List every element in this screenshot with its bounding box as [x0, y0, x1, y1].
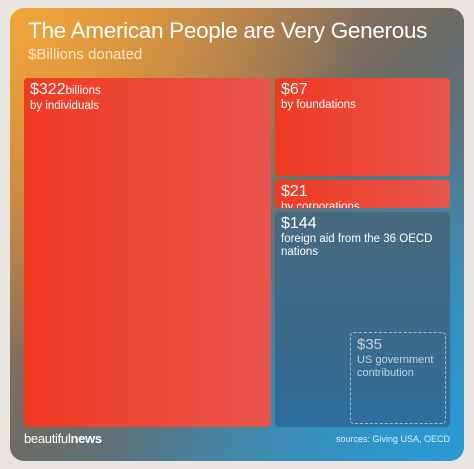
tile-amount: $144	[281, 215, 444, 233]
tile-description: foreign aid from the 36 OECD nations	[281, 233, 433, 258]
treemap-tile-foundations: $67 by foundations	[275, 78, 450, 176]
chart-subtitle: $Billions donated	[28, 46, 143, 63]
tile-amount: $35	[357, 336, 439, 354]
treemap-tile-us-government: $35 US government contribution	[350, 332, 446, 424]
treemap-tile-foreign-aid: $144 foreign aid from the 36 OECD nations	[275, 212, 450, 427]
chart-title: The American People are Very Generous	[28, 18, 428, 43]
tile-amount-value: $144	[281, 215, 317, 232]
tile-amount-value: $67	[281, 81, 308, 98]
tile-description: US government contribution	[357, 354, 434, 379]
tile-description: by individuals	[30, 100, 100, 112]
tile-amount: $67	[281, 81, 444, 99]
tile-amount-value: $322	[30, 81, 66, 98]
tile-description: by corporations	[281, 201, 360, 208]
tile-amount-value: $21	[281, 183, 308, 200]
sources-note: sources: Giving USA, OECD	[335, 434, 450, 444]
tile-amount-unit: billions	[65, 85, 101, 97]
tile-amount: $322billions	[30, 81, 265, 100]
treemap-tile-corporations: $21 by corporations	[275, 180, 450, 208]
tile-description: by foundations	[281, 99, 356, 111]
tile-amount-value: $35	[357, 336, 383, 353]
brand-bold-text: news	[70, 431, 102, 446]
tile-amount: $21	[281, 183, 444, 201]
infographic-card: The American People are Very Generous $B…	[10, 8, 464, 461]
treemap-tile-individuals: $322billions by individuals	[24, 78, 271, 427]
brand-logo: beautifulnews	[24, 431, 102, 446]
brand-light-text: beautiful	[24, 431, 71, 446]
